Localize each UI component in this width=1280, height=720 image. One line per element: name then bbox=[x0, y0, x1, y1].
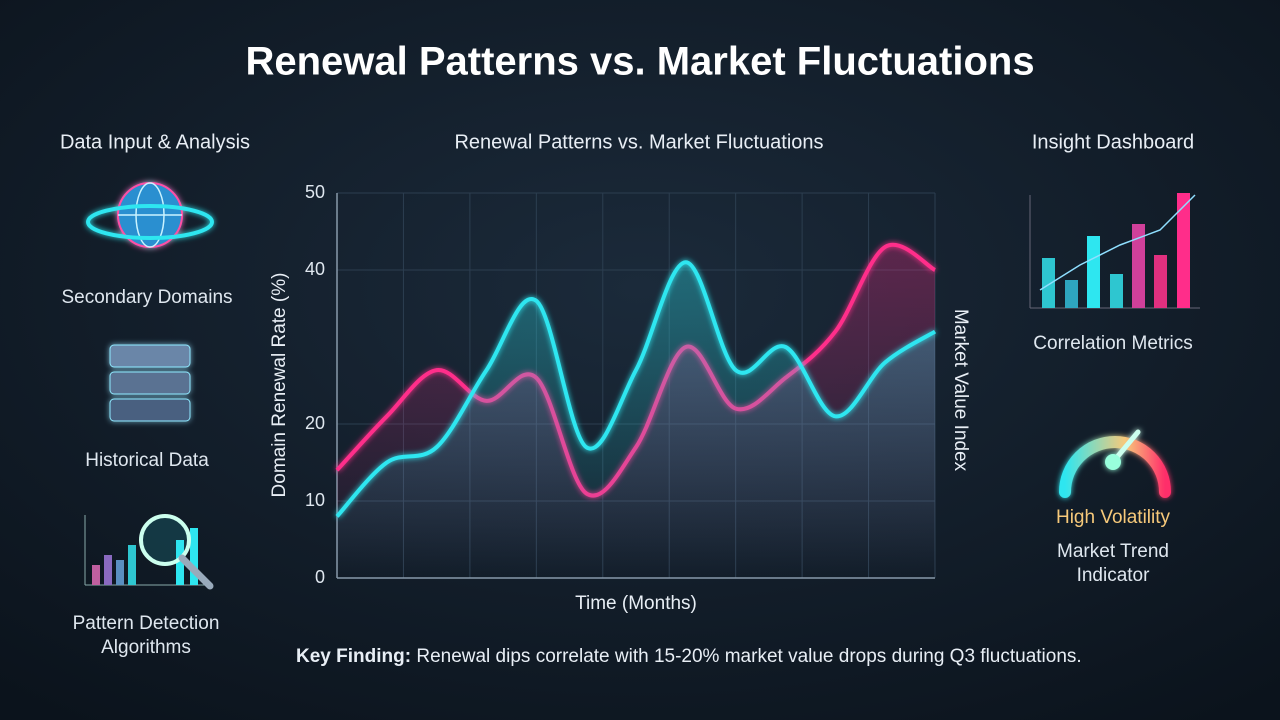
y-axis-title: Domain Renewal Rate (%) bbox=[269, 273, 290, 498]
y-tick-label: 10 bbox=[305, 490, 325, 510]
key-finding: Key Finding: Renewal dips correlate with… bbox=[296, 646, 1082, 667]
panel-title: Data Input & Analysis bbox=[60, 131, 250, 153]
key-finding-text: Renewal dips correlate with 15-20% marke… bbox=[416, 646, 1081, 667]
gauge-status: High Volatility bbox=[1056, 507, 1171, 528]
y-tick-label: 50 bbox=[305, 182, 325, 202]
gauge-label: Market Trend Indicator bbox=[1057, 541, 1169, 586]
key-finding-lead: Key Finding: bbox=[296, 646, 411, 667]
metrics-label: Correlation Metrics bbox=[1033, 333, 1192, 354]
chart-title: Renewal Patterns vs. Market Fluctuations bbox=[454, 131, 823, 153]
y-tick-label: 20 bbox=[305, 413, 325, 433]
analysis-icon bbox=[84, 514, 214, 590]
x-axis-title: Time (Months) bbox=[575, 593, 697, 614]
series-area bbox=[337, 262, 935, 578]
chart: Renewal Patterns vs. Market Fluctuations… bbox=[269, 131, 971, 614]
item-label: Secondary Domains bbox=[61, 287, 232, 308]
gauge-icon bbox=[1059, 429, 1171, 498]
series-line bbox=[335, 260, 937, 518]
globe-icon bbox=[86, 182, 214, 248]
server-icon bbox=[109, 344, 191, 422]
y2-axis-title: Market Value Index bbox=[950, 309, 971, 472]
y-tick-label: 40 bbox=[305, 259, 325, 279]
mini-chart-icon bbox=[1029, 193, 1200, 309]
panel-title: Insight Dashboard bbox=[1032, 131, 1194, 153]
page-title: Renewal Patterns vs. Market Fluctuations bbox=[245, 40, 1034, 84]
y-tick-label: 0 bbox=[315, 567, 325, 587]
item-label: Historical Data bbox=[85, 450, 209, 471]
item-label: Pattern Detection Algorithms bbox=[73, 613, 220, 658]
